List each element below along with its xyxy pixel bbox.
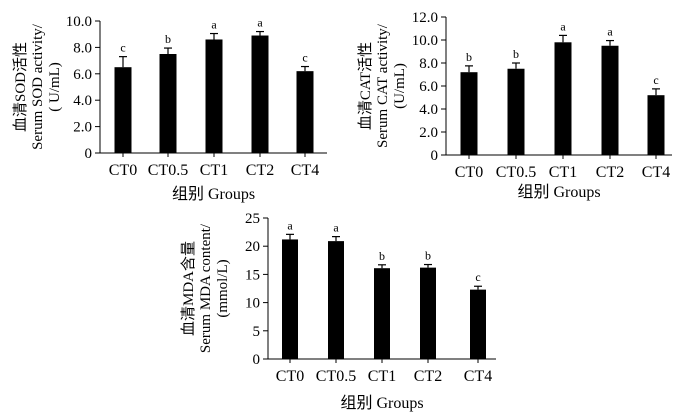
significance-letter: b (379, 249, 385, 263)
bar (554, 42, 572, 155)
y-tick-label: 2.0 (73, 120, 92, 136)
y-axis-title-line: 血清SOD活性 (12, 42, 29, 132)
bar (647, 95, 665, 155)
category-label: CT0 (276, 368, 304, 385)
bar (601, 45, 619, 155)
y-tick-label: 10 (245, 296, 260, 312)
y-axis-title-line: (mmol/L) (215, 259, 231, 317)
significance-letter: a (333, 221, 339, 235)
significance-letter: a (287, 218, 293, 232)
y-tick-label: 0 (85, 146, 93, 162)
y-tick-label: 6.0 (419, 79, 438, 95)
category-label: CT4 (464, 368, 492, 385)
category-label: CT2 (246, 162, 274, 179)
x-axis-title: 组别 Groups (517, 183, 600, 201)
bar (282, 239, 298, 359)
bar (296, 71, 314, 153)
y-tick-label: 12.0 (412, 10, 438, 26)
mda-chart: 0 5 10 15 20 25 a CT0 a CT0.5 b CT1 b CT2 c CT4 组别 Group… (180, 211, 496, 412)
category-label: CT1 (368, 368, 396, 385)
category-label: CT2 (596, 164, 624, 181)
significance-letter: a (257, 16, 263, 30)
y-tick-label: 5 (253, 324, 261, 340)
y-tick-label: 10.0 (66, 14, 92, 30)
y-tick-label: 10.0 (412, 33, 438, 49)
significance-letter: b (165, 32, 171, 46)
bar (114, 67, 132, 153)
y-tick-label: 6.0 (73, 67, 92, 83)
significance-letter: a (560, 19, 566, 33)
y-tick-label: 4.0 (419, 102, 438, 118)
bar (159, 54, 177, 153)
significance-letter: c (120, 41, 125, 55)
y-tick-label: 0 (431, 148, 439, 164)
y-axis-title: 血清MDA含量Serum MDA content/(mmol/L) (180, 223, 231, 353)
y-tick-label: 20 (245, 239, 260, 255)
y-axis-title-line: Serum CAT activity/ (375, 23, 391, 148)
x-axis-title: 组别 Groups (172, 185, 255, 203)
y-tick-label: 25 (245, 211, 260, 227)
bar (205, 39, 223, 154)
category-label: CT1 (549, 164, 577, 181)
y-tick-label: 8.0 (419, 56, 438, 72)
y-tick-label: 15 (245, 267, 260, 283)
significance-letter: c (475, 270, 480, 284)
bar (460, 72, 478, 155)
y-axis-title: 血清SOD活性Serum SOD activity/( U/mL) (12, 23, 63, 150)
y-tick-label: 0 (253, 352, 261, 368)
bar (328, 241, 344, 359)
category-label: CT0 (455, 164, 483, 181)
category-label: CT2 (414, 368, 442, 385)
category-label: CT0.5 (316, 368, 356, 385)
significance-letter: c (302, 51, 307, 65)
significance-letter: a (607, 25, 613, 39)
y-tick-label: 4.0 (73, 93, 92, 109)
y-tick-label: 8.0 (73, 40, 92, 56)
bar (251, 35, 269, 153)
significance-letter: b (466, 50, 472, 64)
y-axis-title-line: Serum SOD activity/ (30, 23, 46, 150)
sod-chart: 0 2.0 4.0 6.0 8.0 10.0 c CT0 b CT0.5 a CT1 a CT2 c CT4 组… (12, 14, 327, 203)
significance-letter: b (513, 47, 519, 61)
y-axis-title-line: 血清MDA含量 (180, 241, 197, 336)
bar (507, 68, 525, 155)
category-label: CT0.5 (496, 164, 536, 181)
y-tick-label: 2.0 (419, 125, 438, 141)
bar (470, 289, 486, 359)
category-label: CT1 (200, 162, 228, 179)
category-label: CT4 (291, 162, 319, 179)
significance-letter: b (425, 249, 431, 263)
y-axis-title-line: (U/mL) (392, 63, 408, 109)
category-label: CT0.5 (148, 162, 188, 179)
y-axis-title: 血清CAT活性Serum CAT activity/(U/mL) (357, 23, 408, 148)
y-axis-title-line: Serum MDA content/ (198, 223, 214, 353)
significance-letter: c (653, 73, 658, 87)
category-label: CT0 (109, 162, 137, 179)
bar (420, 267, 436, 359)
x-axis-title: 组别 Groups (340, 394, 423, 412)
significance-letter: a (211, 18, 217, 32)
cat-chart: 0 2.0 4.0 6.0 8.0 10.0 12.0 b CT0 b CT0.5 a CT1 a CT2 c… (357, 10, 672, 201)
category-label: CT4 (642, 164, 670, 181)
y-axis-title-line: ( U/mL) (47, 62, 63, 112)
bar (374, 268, 390, 359)
y-axis-title-line: 血清CAT活性 (357, 42, 374, 130)
